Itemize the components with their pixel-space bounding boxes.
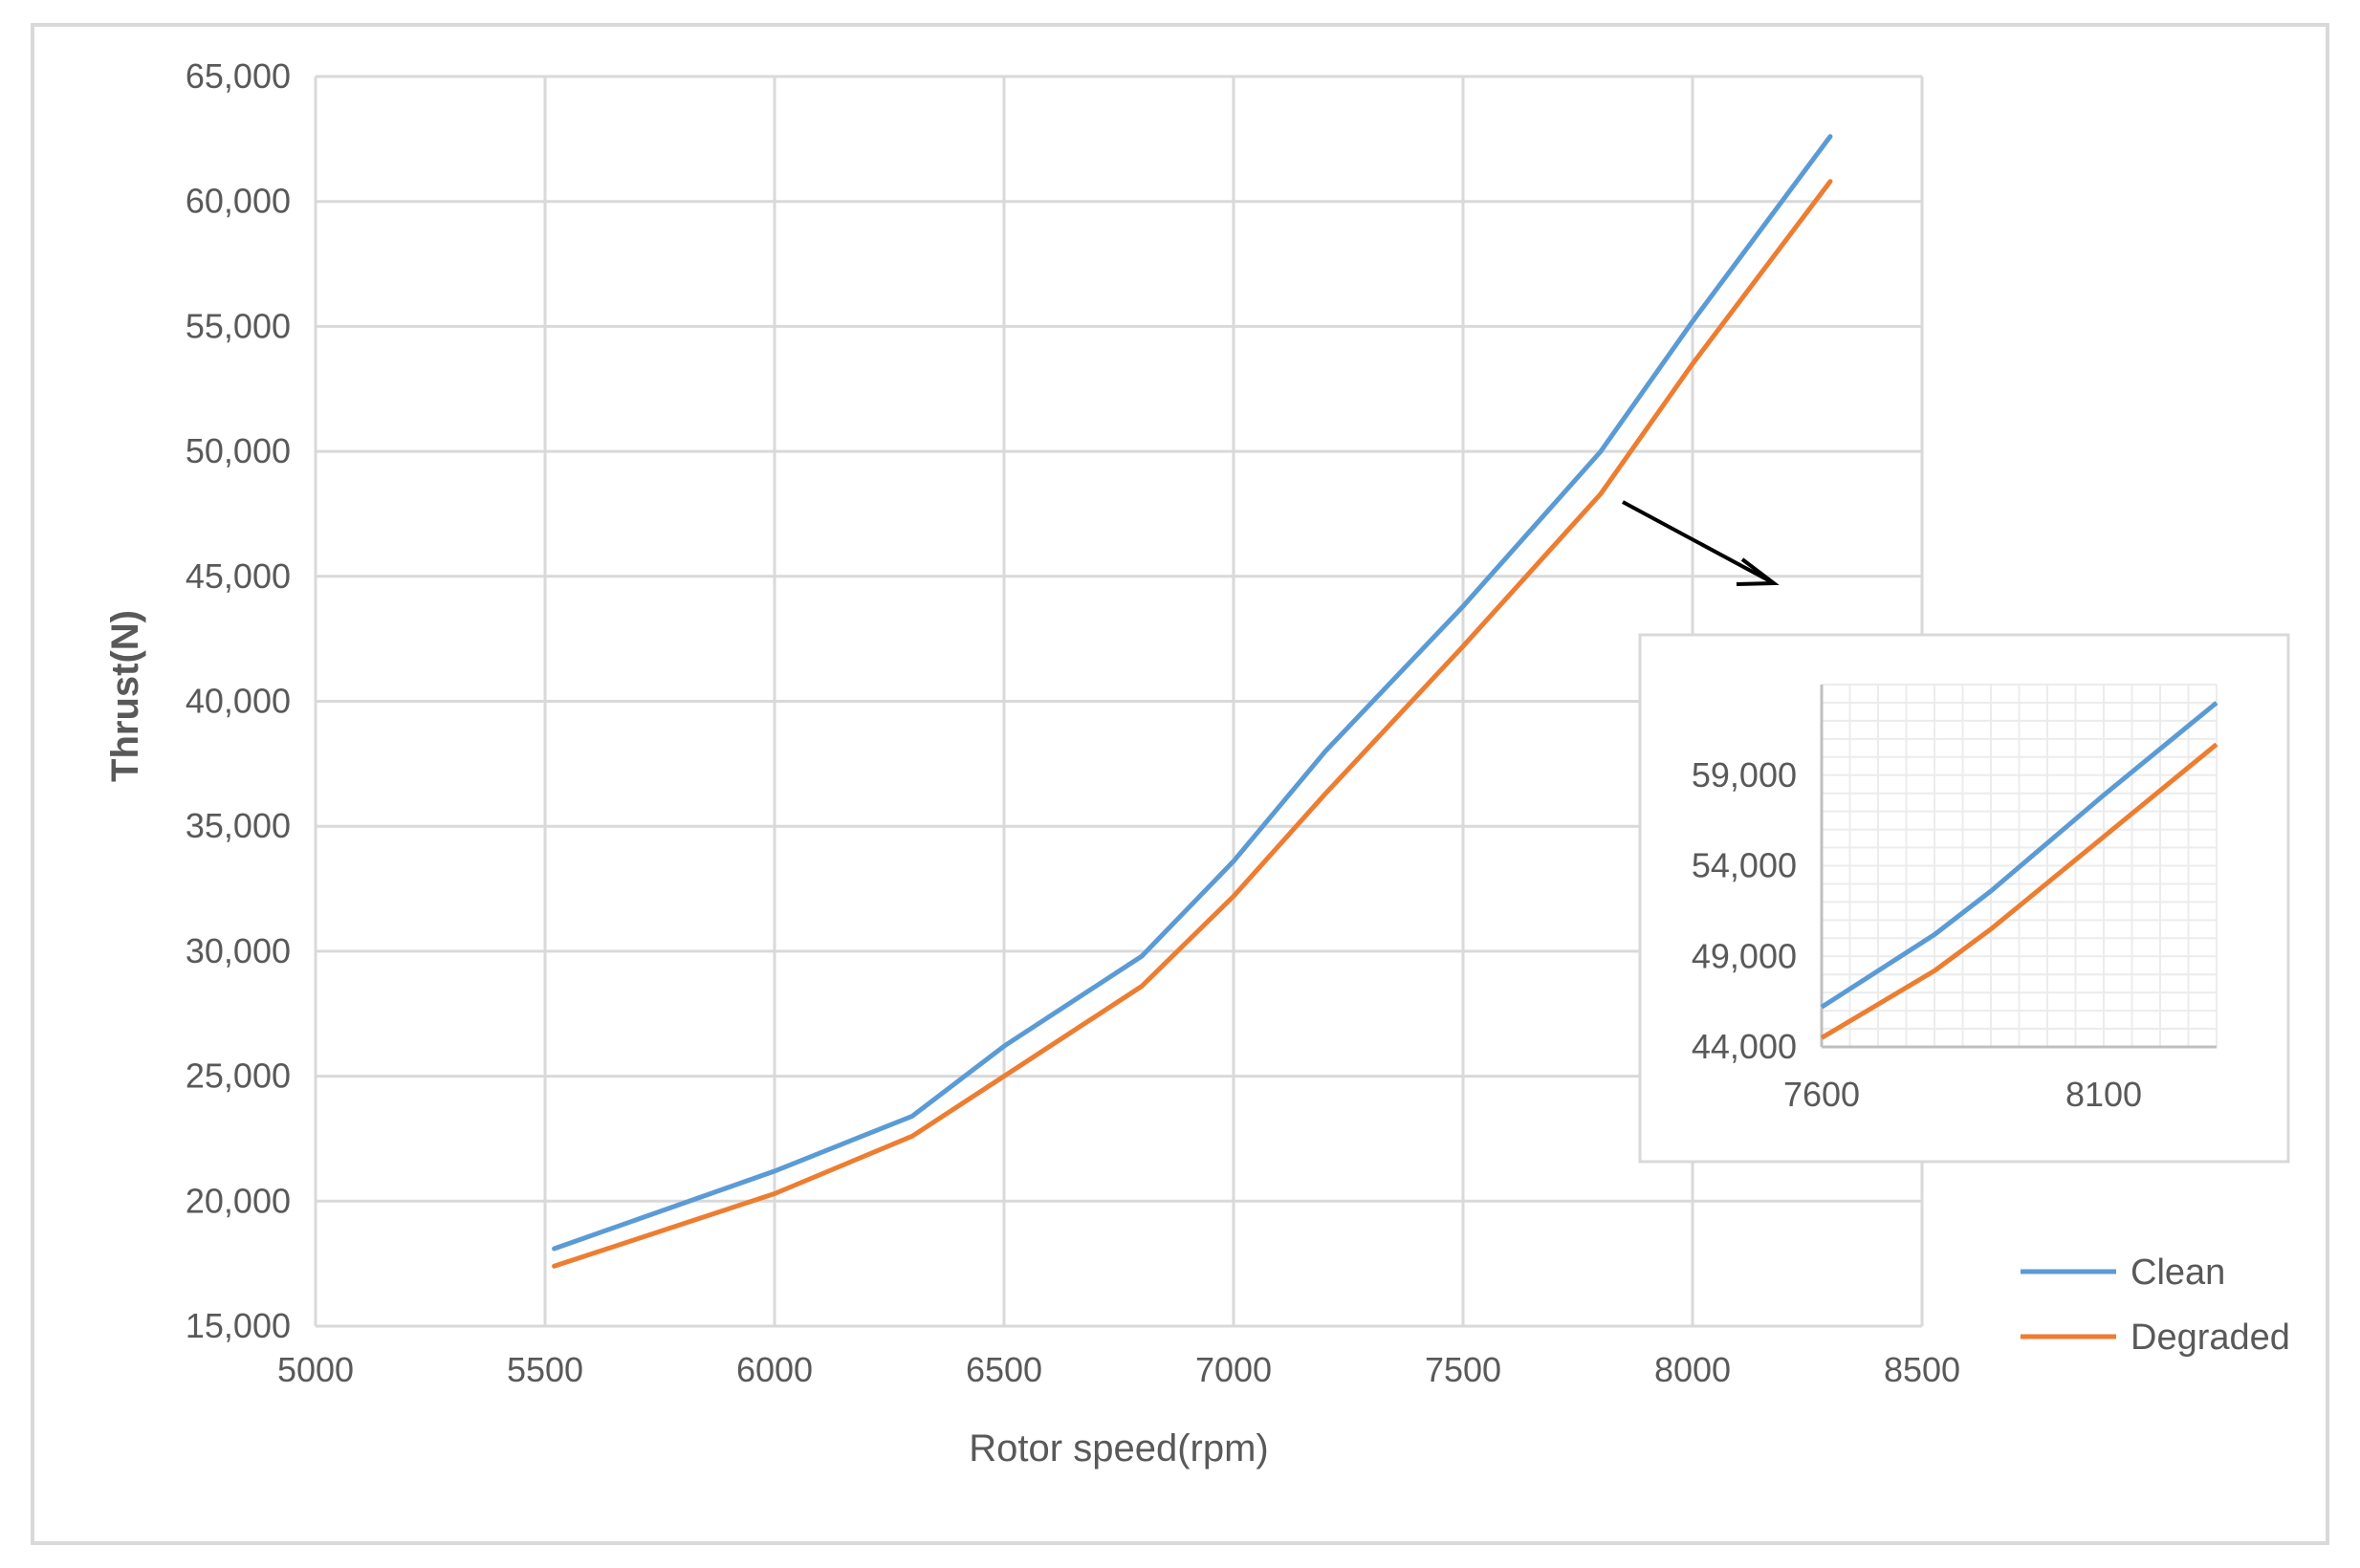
inset-y-tick-label: 54,000 <box>1692 846 1797 885</box>
x-tick-label: 8500 <box>1884 1350 1960 1389</box>
x-axis-title: Rotor speed(rpm) <box>969 1427 1268 1470</box>
legend: Clean Degraded <box>2021 1252 2290 1358</box>
inset-y-tick-label: 49,000 <box>1692 936 1797 975</box>
y-tick-label: 50,000 <box>186 431 291 470</box>
y-tick-label: 55,000 <box>186 306 291 345</box>
inset-x-tick-label: 8100 <box>2065 1075 2142 1114</box>
y-tick-labels: 15,000 20,000 25,000 30,000 35,000 40,000 45,0… <box>186 56 291 1345</box>
inset-series-line-clean <box>1820 701 2218 1010</box>
series-line-clean <box>552 134 1833 1252</box>
inset-series-lines <box>1820 701 2218 1040</box>
inset-series-line-degraded <box>1820 742 2218 1040</box>
y-tick-label: 65,000 <box>186 56 291 96</box>
x-tick-label: 5000 <box>277 1350 354 1389</box>
x-tick-label: 6000 <box>736 1350 813 1389</box>
inset-y-tick-labels: 44,000 49,000 54,000 59,000 <box>1692 755 1797 1066</box>
inset-y-tick-label: 44,000 <box>1692 1027 1797 1066</box>
y-tick-label: 35,000 <box>186 806 291 845</box>
zoom-arrow <box>1622 500 1780 586</box>
inset-y-tick-label: 59,000 <box>1692 755 1797 795</box>
main-series-lines <box>552 134 1833 1269</box>
x-tick-label: 7500 <box>1425 1350 1501 1389</box>
legend-label-degraded: Degraded <box>2131 1318 2290 1358</box>
inset-x-tick-label: 7600 <box>1783 1075 1860 1114</box>
x-tick-labels: 5000 5500 6000 6500 7000 7500 8000 8500 <box>277 1350 1960 1389</box>
inset-gridlines <box>1820 684 2218 1049</box>
y-tick-label: 25,000 <box>186 1056 291 1096</box>
y-axis-title: Thrust(N) <box>104 610 146 782</box>
legend-label-clean: Clean <box>2131 1252 2225 1293</box>
inset-zoom-panel: 44,000 49,000 54,000 59,000 7600 8100 <box>1638 633 2290 1164</box>
y-tick-label: 20,000 <box>186 1181 291 1220</box>
x-tick-label: 7000 <box>1195 1350 1272 1389</box>
x-tick-label: 6500 <box>966 1350 1042 1389</box>
y-tick-label: 15,000 <box>186 1306 291 1345</box>
inset-background <box>1638 633 2290 1164</box>
y-tick-label: 30,000 <box>186 931 291 970</box>
inset-x-tick-labels: 7600 8100 <box>1783 1075 2142 1114</box>
x-tick-label: 5500 <box>507 1350 583 1389</box>
y-tick-label: 40,000 <box>186 682 291 721</box>
x-tick-label: 8000 <box>1654 1350 1731 1389</box>
y-tick-label: 45,000 <box>186 556 291 596</box>
series-line-degraded <box>552 179 1833 1269</box>
y-tick-label: 60,000 <box>186 182 291 221</box>
